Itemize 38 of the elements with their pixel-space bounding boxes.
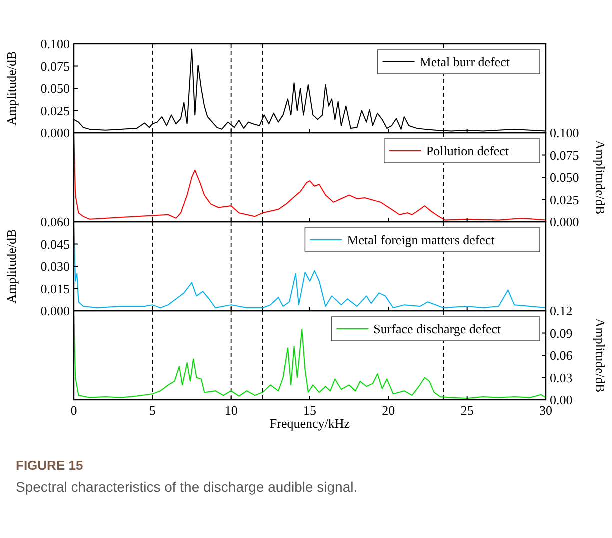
y-tick-label: 0.000: [40, 304, 70, 319]
y2-tick-label: 0.075: [550, 148, 580, 163]
y2-tick-label: 0.00: [550, 392, 573, 408]
x-tick-label: 25: [460, 403, 474, 418]
y-tick-label: 0.015: [40, 281, 70, 296]
x-tick-label: 20: [382, 403, 396, 418]
legend-label: Metal foreign matters defect: [347, 232, 496, 248]
x-axis-title: Frequency/kHz: [270, 416, 350, 431]
y2-tick-label: 0.06: [550, 348, 574, 364]
x-tick-label: 30: [540, 403, 552, 418]
y-tick-label: 0.060: [40, 214, 70, 230]
y2-tick-label: 0.050: [550, 170, 580, 186]
x-tick-label: 5: [149, 403, 156, 418]
y2-axis-title: Amplitude/dB: [593, 318, 608, 394]
y-axis-title: Amplitude/dB: [4, 50, 19, 126]
y-tick-label: 0.100: [40, 36, 70, 52]
y-axis-title: Amplitude/dB: [4, 228, 19, 304]
caption: FIGURE 15: [16, 458, 84, 473]
y2-tick-label: 0.000: [550, 214, 580, 230]
x-tick-label: 10: [224, 403, 238, 418]
y-tick-label: 0.025: [40, 103, 70, 118]
y2-tick-label: 0.03: [550, 370, 573, 386]
y2-tick-label: 0.09: [550, 326, 573, 341]
y-tick-label: 0.050: [40, 81, 70, 96]
y-tick-label: 0.030: [40, 259, 70, 274]
y2-tick-label: 0.100: [550, 126, 580, 141]
y-tick-label: 0.000: [40, 126, 70, 141]
y-tick-label: 0.045: [40, 236, 70, 252]
y-tick-label: 0.075: [40, 58, 70, 74]
y2-tick-label: 0.025: [550, 192, 580, 208]
x-tick-label: 0: [70, 403, 78, 418]
text: Spectral characteristics of the discharge audible signal.: [16, 479, 358, 495]
legend-label: Pollution defect: [426, 144, 510, 159]
y2-tick-label: 0.12: [550, 304, 573, 319]
legend-label: Metal burr defect: [420, 54, 510, 70]
x-tick-label: 15: [304, 403, 316, 418]
y2-axis-title: Amplitude/dB: [593, 140, 608, 216]
legend-label: Surface discharge defect: [374, 322, 502, 337]
